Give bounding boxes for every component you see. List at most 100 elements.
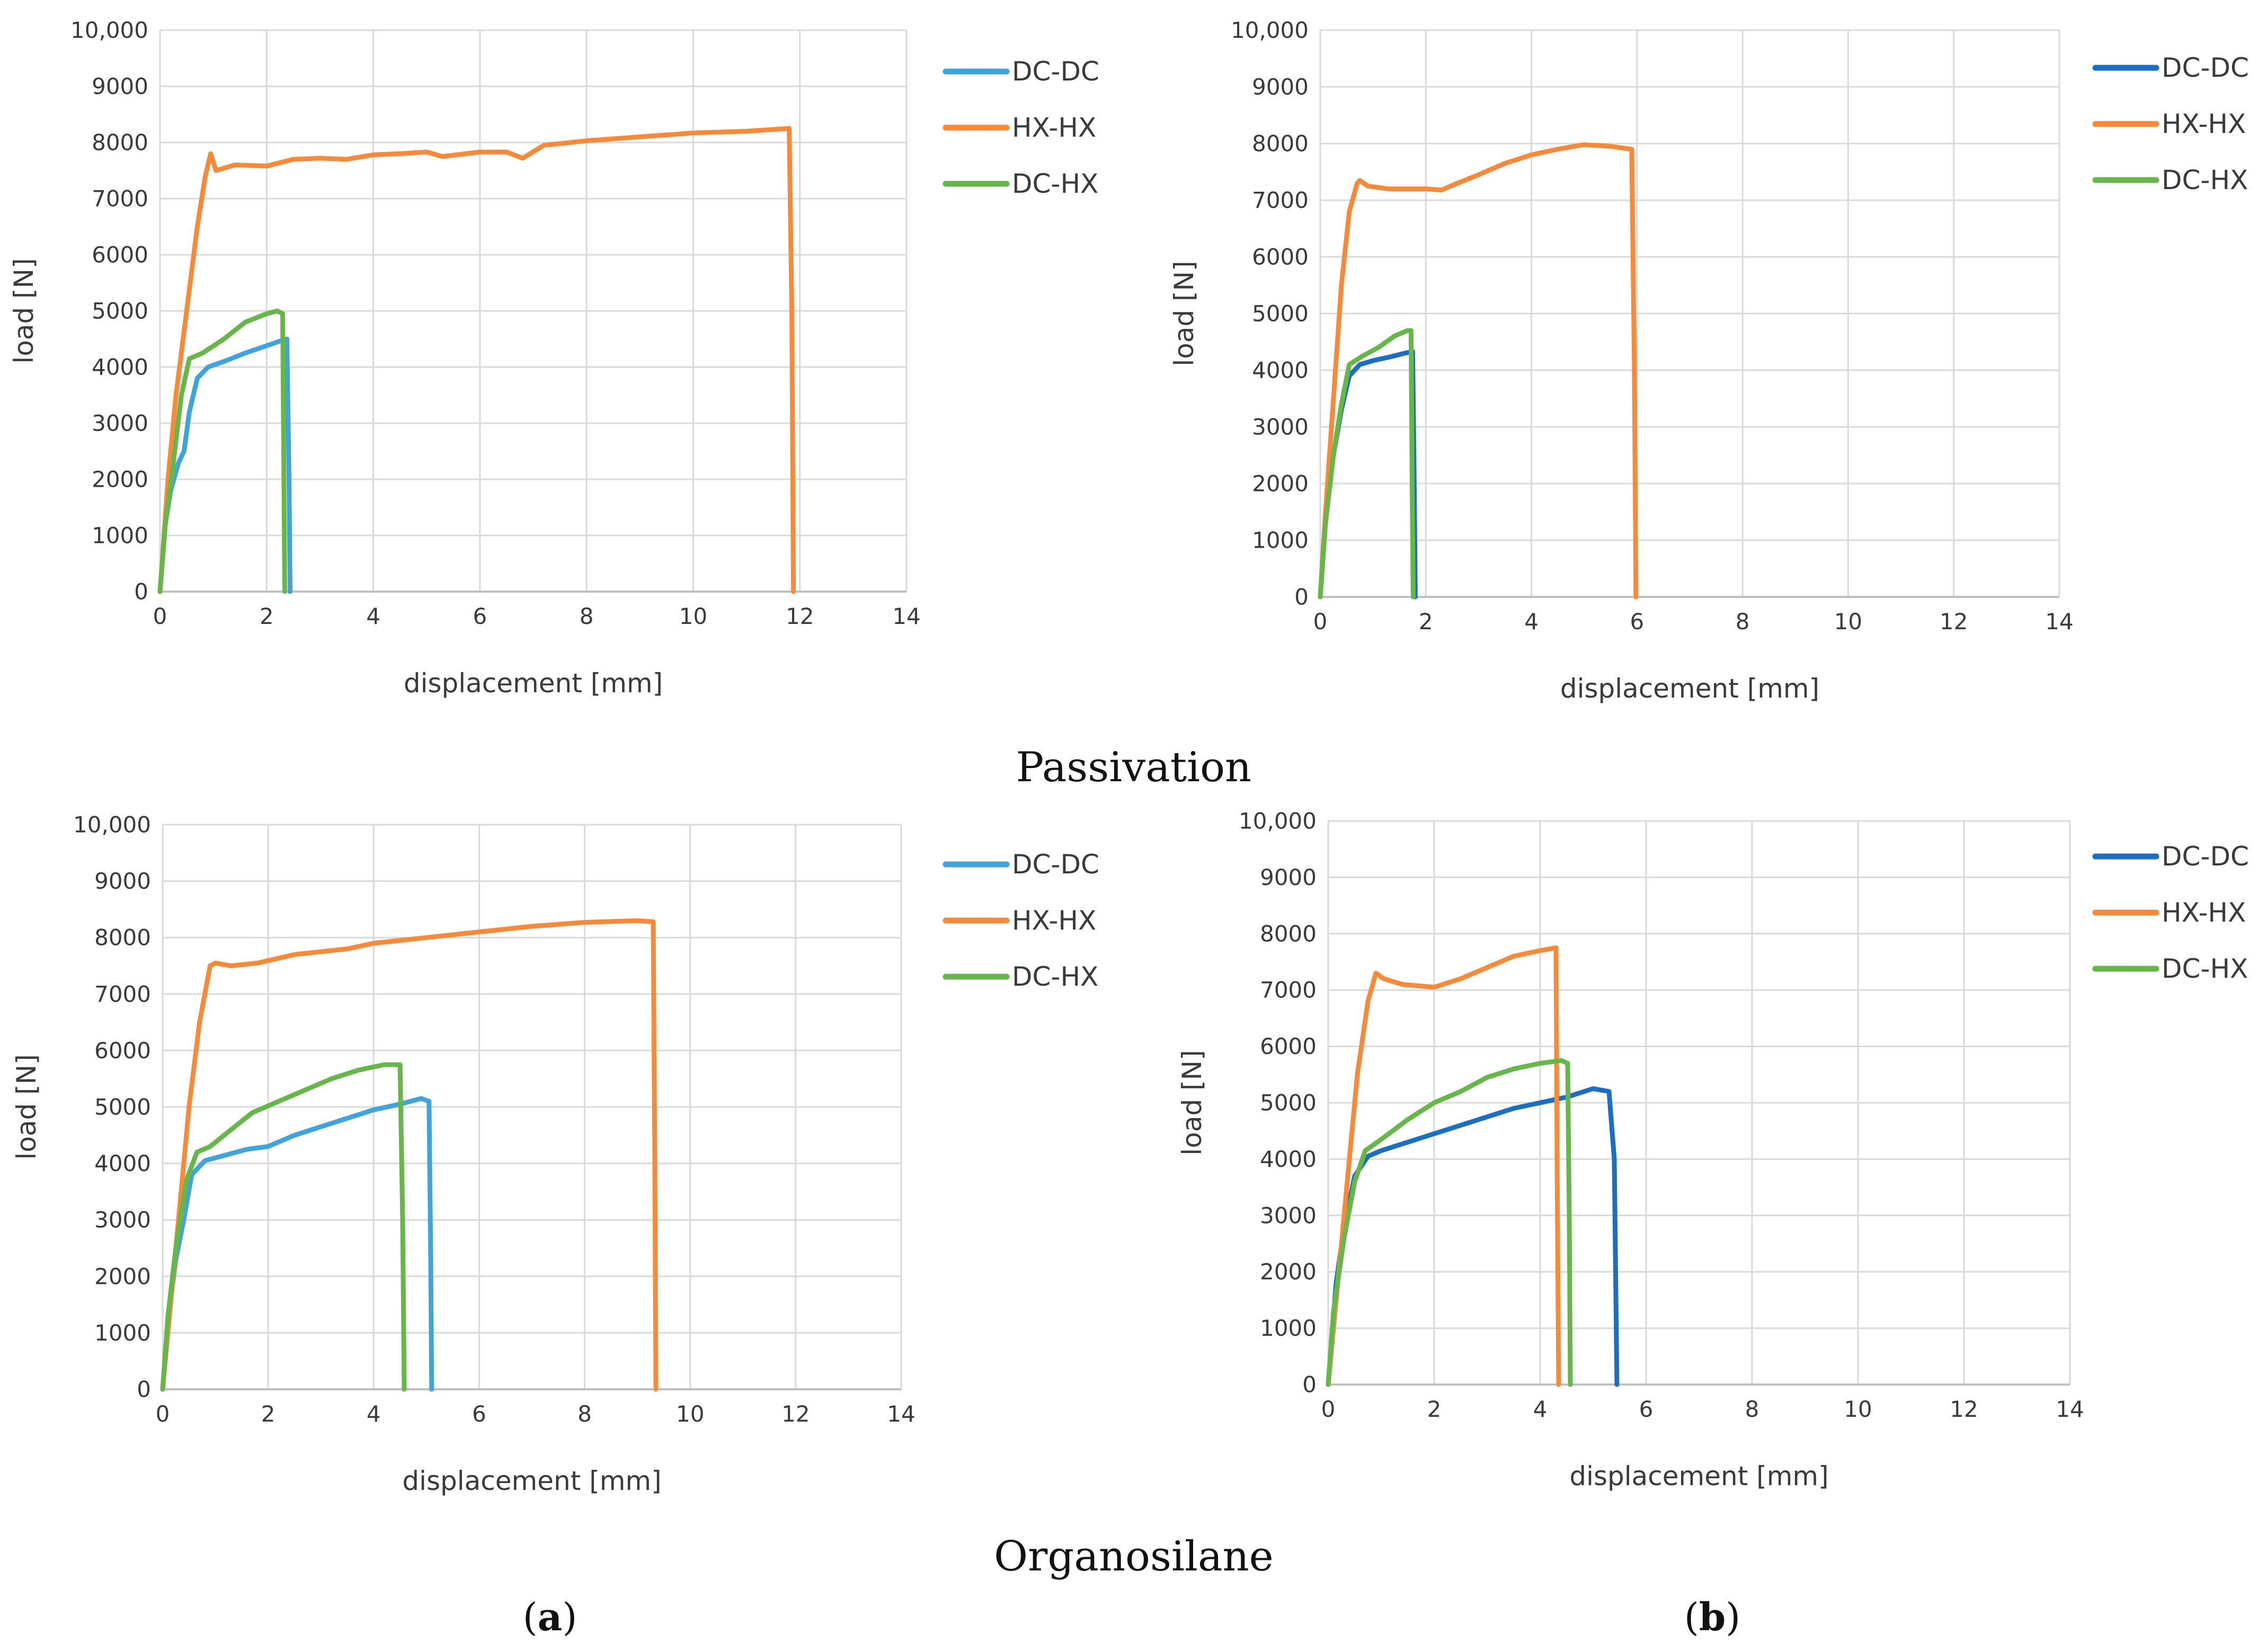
x-tick-label: 10	[676, 1401, 704, 1427]
y-tick-label: 0	[134, 579, 148, 605]
x-tick-label: 4	[367, 1401, 381, 1427]
y-tick-label: 1000	[1260, 1315, 1317, 1341]
chart-passivation-a: 0 1000 2000 3000 4000 5000 6000 7000 8000 9000 10,…	[8, 17, 1099, 699]
y-tick-label: 6000	[94, 1038, 151, 1064]
series-line-hx-hx	[1326, 945, 1561, 1387]
y-tick-label: 7000	[92, 186, 148, 212]
x-tick-label: 4	[366, 603, 380, 629]
panel-caption-a-close: )	[562, 1595, 577, 1639]
series-line-hx-hx	[157, 126, 796, 594]
y-tick-label: 6000	[92, 242, 148, 268]
y-axis-title: load [N]	[1177, 1050, 1207, 1155]
series-line-dc-hx	[1326, 1058, 1573, 1387]
x-axis-title: displacement [mm]	[1560, 673, 1819, 704]
x-tick-label: 6	[1630, 609, 1644, 635]
y-tick-label: 5000	[1252, 301, 1309, 327]
chart-passivation-b: 0 1000 2000 3000 4000 5000 6000 7000 8000 9000 10,…	[1169, 17, 2249, 704]
x-tick-label: 10	[1834, 609, 1862, 635]
series-line-hx-hx	[160, 918, 659, 1392]
y-tick-label: 3000	[94, 1207, 151, 1233]
x-tick-label: 0	[156, 1401, 170, 1427]
y-axis-title: load [N]	[1169, 261, 1199, 366]
x-tick-label: 0	[153, 603, 167, 629]
x-tick-label: 8	[577, 1401, 592, 1427]
series-line-dc-hx	[157, 308, 287, 594]
y-tick-label: 4000	[94, 1150, 151, 1176]
series-line-dc-hx	[1318, 328, 1416, 600]
x-tick-label: 8	[580, 603, 594, 629]
row-caption-passivation: Passivation	[1016, 744, 1252, 791]
legend-label-dc-dc: DC-DC	[1012, 56, 1099, 87]
row-caption-organosilane: Organosilane	[994, 1533, 1274, 1580]
x-tick-label: 0	[1321, 1396, 1336, 1422]
legend-label-hx-hx: HX-HX	[1012, 905, 1096, 936]
x-tick-label: 14	[2056, 1396, 2084, 1422]
series-line-dc-hx	[160, 1062, 407, 1392]
legend-label-dc-dc: DC-DC	[2162, 841, 2249, 872]
x-tick-label: 0	[1313, 609, 1328, 635]
y-axis-title: load [N]	[11, 1054, 42, 1159]
y-tick-label: 2000	[1260, 1259, 1317, 1285]
y-tick-label: 5000	[94, 1094, 151, 1120]
y-axis-title: load [N]	[8, 258, 39, 363]
legend-label-dc-hx: DC-HX	[1012, 961, 1098, 992]
x-tick-label: 2	[1419, 609, 1433, 635]
y-tick-label: 10,000	[73, 812, 151, 838]
legend-label-dc-hx: DC-HX	[2162, 165, 2248, 195]
x-tick-label: 6	[1639, 1396, 1653, 1422]
y-tick-label: 1000	[92, 523, 148, 549]
x-tick-label: 2	[1427, 1396, 1442, 1422]
y-tick-label: 9000	[92, 74, 148, 100]
y-tick-label: 5000	[1260, 1090, 1317, 1116]
x-tick-label: 2	[260, 603, 274, 629]
x-tick-label: 4	[1533, 1396, 1548, 1422]
y-tick-label: 7000	[1260, 977, 1317, 1003]
x-tick-label: 12	[786, 603, 814, 629]
y-tick-label: 3000	[1260, 1202, 1317, 1228]
x-tick-label: 6	[473, 603, 487, 629]
legend-label-dc-dc: DC-DC	[2162, 52, 2249, 83]
y-tick-label: 4000	[92, 354, 148, 380]
y-tick-label: 6000	[1252, 244, 1309, 270]
legend-label-hx-hx: HX-HX	[2162, 897, 2246, 928]
series-line-dc-dc	[160, 1096, 434, 1392]
y-tick-label: 3000	[92, 410, 148, 436]
panel-caption-b: (b)	[1684, 1594, 1741, 1639]
chart-organosilane-a: 0 1000 2000 3000 4000 5000 6000 7000 8000 9000 10,…	[11, 812, 1099, 1497]
x-tick-label: 12	[1950, 1396, 1978, 1422]
y-tick-label: 9000	[1260, 864, 1317, 890]
y-tick-label: 0	[137, 1377, 151, 1403]
panel-caption-a-open: (	[523, 1595, 538, 1639]
y-tick-label: 3000	[1252, 414, 1309, 440]
panel-caption-a: (a)	[523, 1594, 577, 1639]
x-axis-title: displacement [mm]	[1569, 1461, 1828, 1492]
y-tick-label: 1000	[1252, 528, 1309, 553]
y-tick-label: 5000	[92, 298, 148, 324]
x-tick-label: 12	[1940, 609, 1968, 635]
y-tick-label: 2000	[94, 1263, 151, 1289]
y-tick-label: 9000	[1252, 74, 1309, 100]
x-tick-label: 12	[781, 1401, 810, 1427]
panel-caption-b-letter: b	[1699, 1594, 1726, 1639]
chart-organosilane-b: 0 1000 2000 3000 4000 5000 6000 7000 8000 9000 10,…	[1177, 808, 2249, 1492]
x-tick-label: 14	[892, 603, 920, 629]
y-tick-label: 4000	[1252, 358, 1309, 383]
x-tick-label: 8	[1736, 609, 1750, 635]
x-tick-label: 14	[2045, 609, 2073, 635]
y-tick-label: 8000	[92, 130, 148, 156]
y-tick-label: 10,000	[1239, 808, 1317, 834]
y-tick-label: 2000	[92, 467, 148, 493]
legend-label-hx-hx: HX-HX	[1012, 112, 1096, 143]
x-axis-title: displacement [mm]	[404, 668, 663, 699]
x-tick-label: 6	[472, 1401, 486, 1427]
y-tick-label: 0	[1302, 1372, 1317, 1398]
x-tick-label: 4	[1524, 609, 1539, 635]
y-tick-label: 1000	[94, 1320, 151, 1346]
y-tick-label: 9000	[94, 868, 151, 894]
x-tick-label: 14	[887, 1401, 915, 1427]
y-tick-label: 6000	[1260, 1033, 1317, 1059]
legend-label-hx-hx: HX-HX	[2162, 109, 2246, 139]
panel-caption-a-letter: a	[538, 1594, 563, 1639]
x-tick-label: 10	[679, 603, 707, 629]
